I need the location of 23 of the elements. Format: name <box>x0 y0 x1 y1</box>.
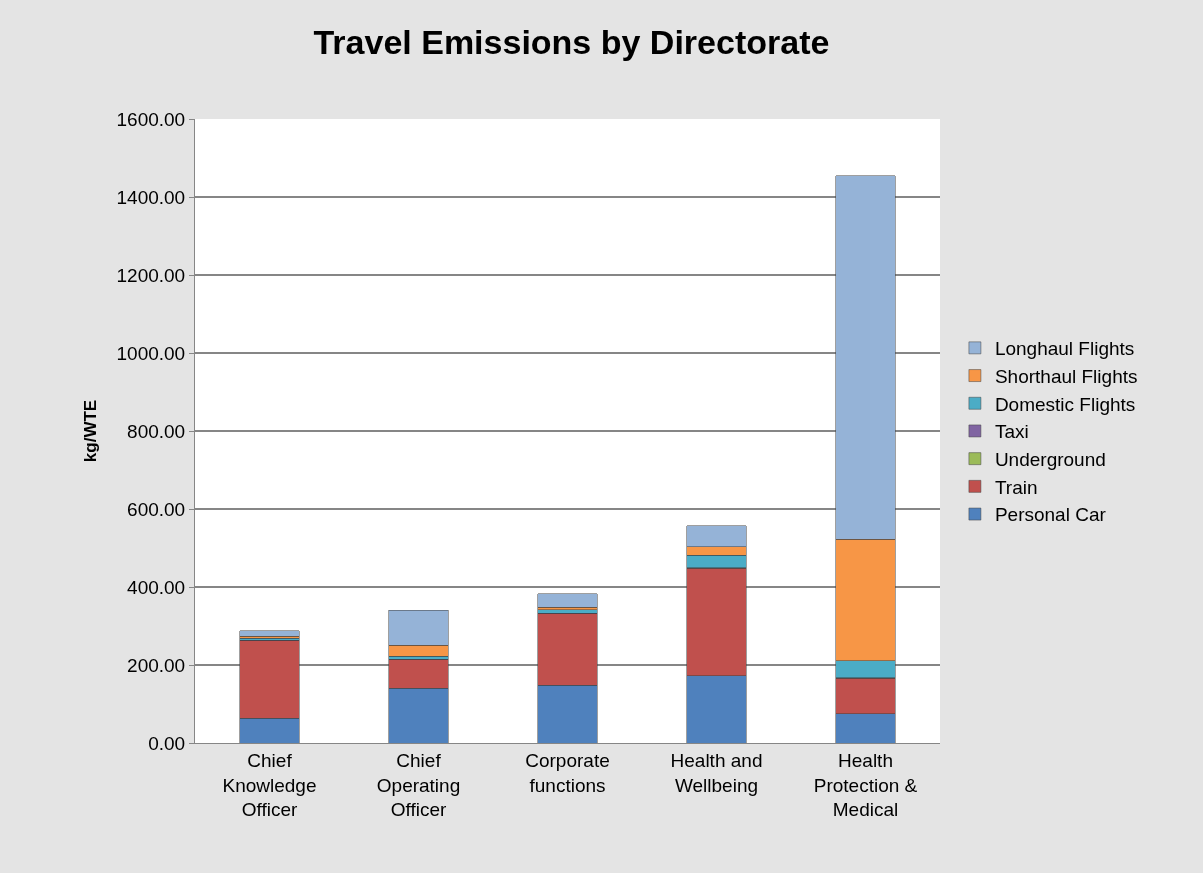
legend-label: Personal Car <box>994 504 1107 526</box>
y-tick-label: 1600.00 <box>116 108 186 130</box>
x-tick-label: Health Protection & Medical <box>813 749 918 821</box>
x-tick-label: Health and Wellbeing <box>670 749 763 796</box>
legend-label: Shorthaul Flights <box>994 365 1138 387</box>
legend-label: Longhaul Flights <box>994 338 1135 360</box>
legend-label: Domestic Flights <box>994 393 1136 415</box>
x-tick-label: Corporate functions <box>525 749 610 796</box>
legend-label: Underground <box>994 449 1106 471</box>
legend-label: Taxi <box>994 421 1029 443</box>
y-tick-label: 1000.00 <box>116 342 186 364</box>
y-tick-label: 400.00 <box>127 576 186 598</box>
x-tick-label: Chief Knowledge Officer <box>222 749 317 821</box>
y-tick-label: 1200.00 <box>116 264 186 286</box>
y-tick-label: 1400.00 <box>116 186 186 208</box>
y-axis-title: kg/WTE <box>81 399 101 463</box>
legend-label: Train <box>994 476 1038 498</box>
y-tick-label: 0.00 <box>148 732 186 754</box>
y-tick-label: 600.00 <box>127 498 186 520</box>
chart-title: Travel Emissions by Directorate <box>313 23 830 62</box>
y-tick-label: 200.00 <box>127 654 186 676</box>
y-tick-label: 800.00 <box>127 420 186 442</box>
x-tick-label: Chief Operating Officer <box>376 749 461 821</box>
